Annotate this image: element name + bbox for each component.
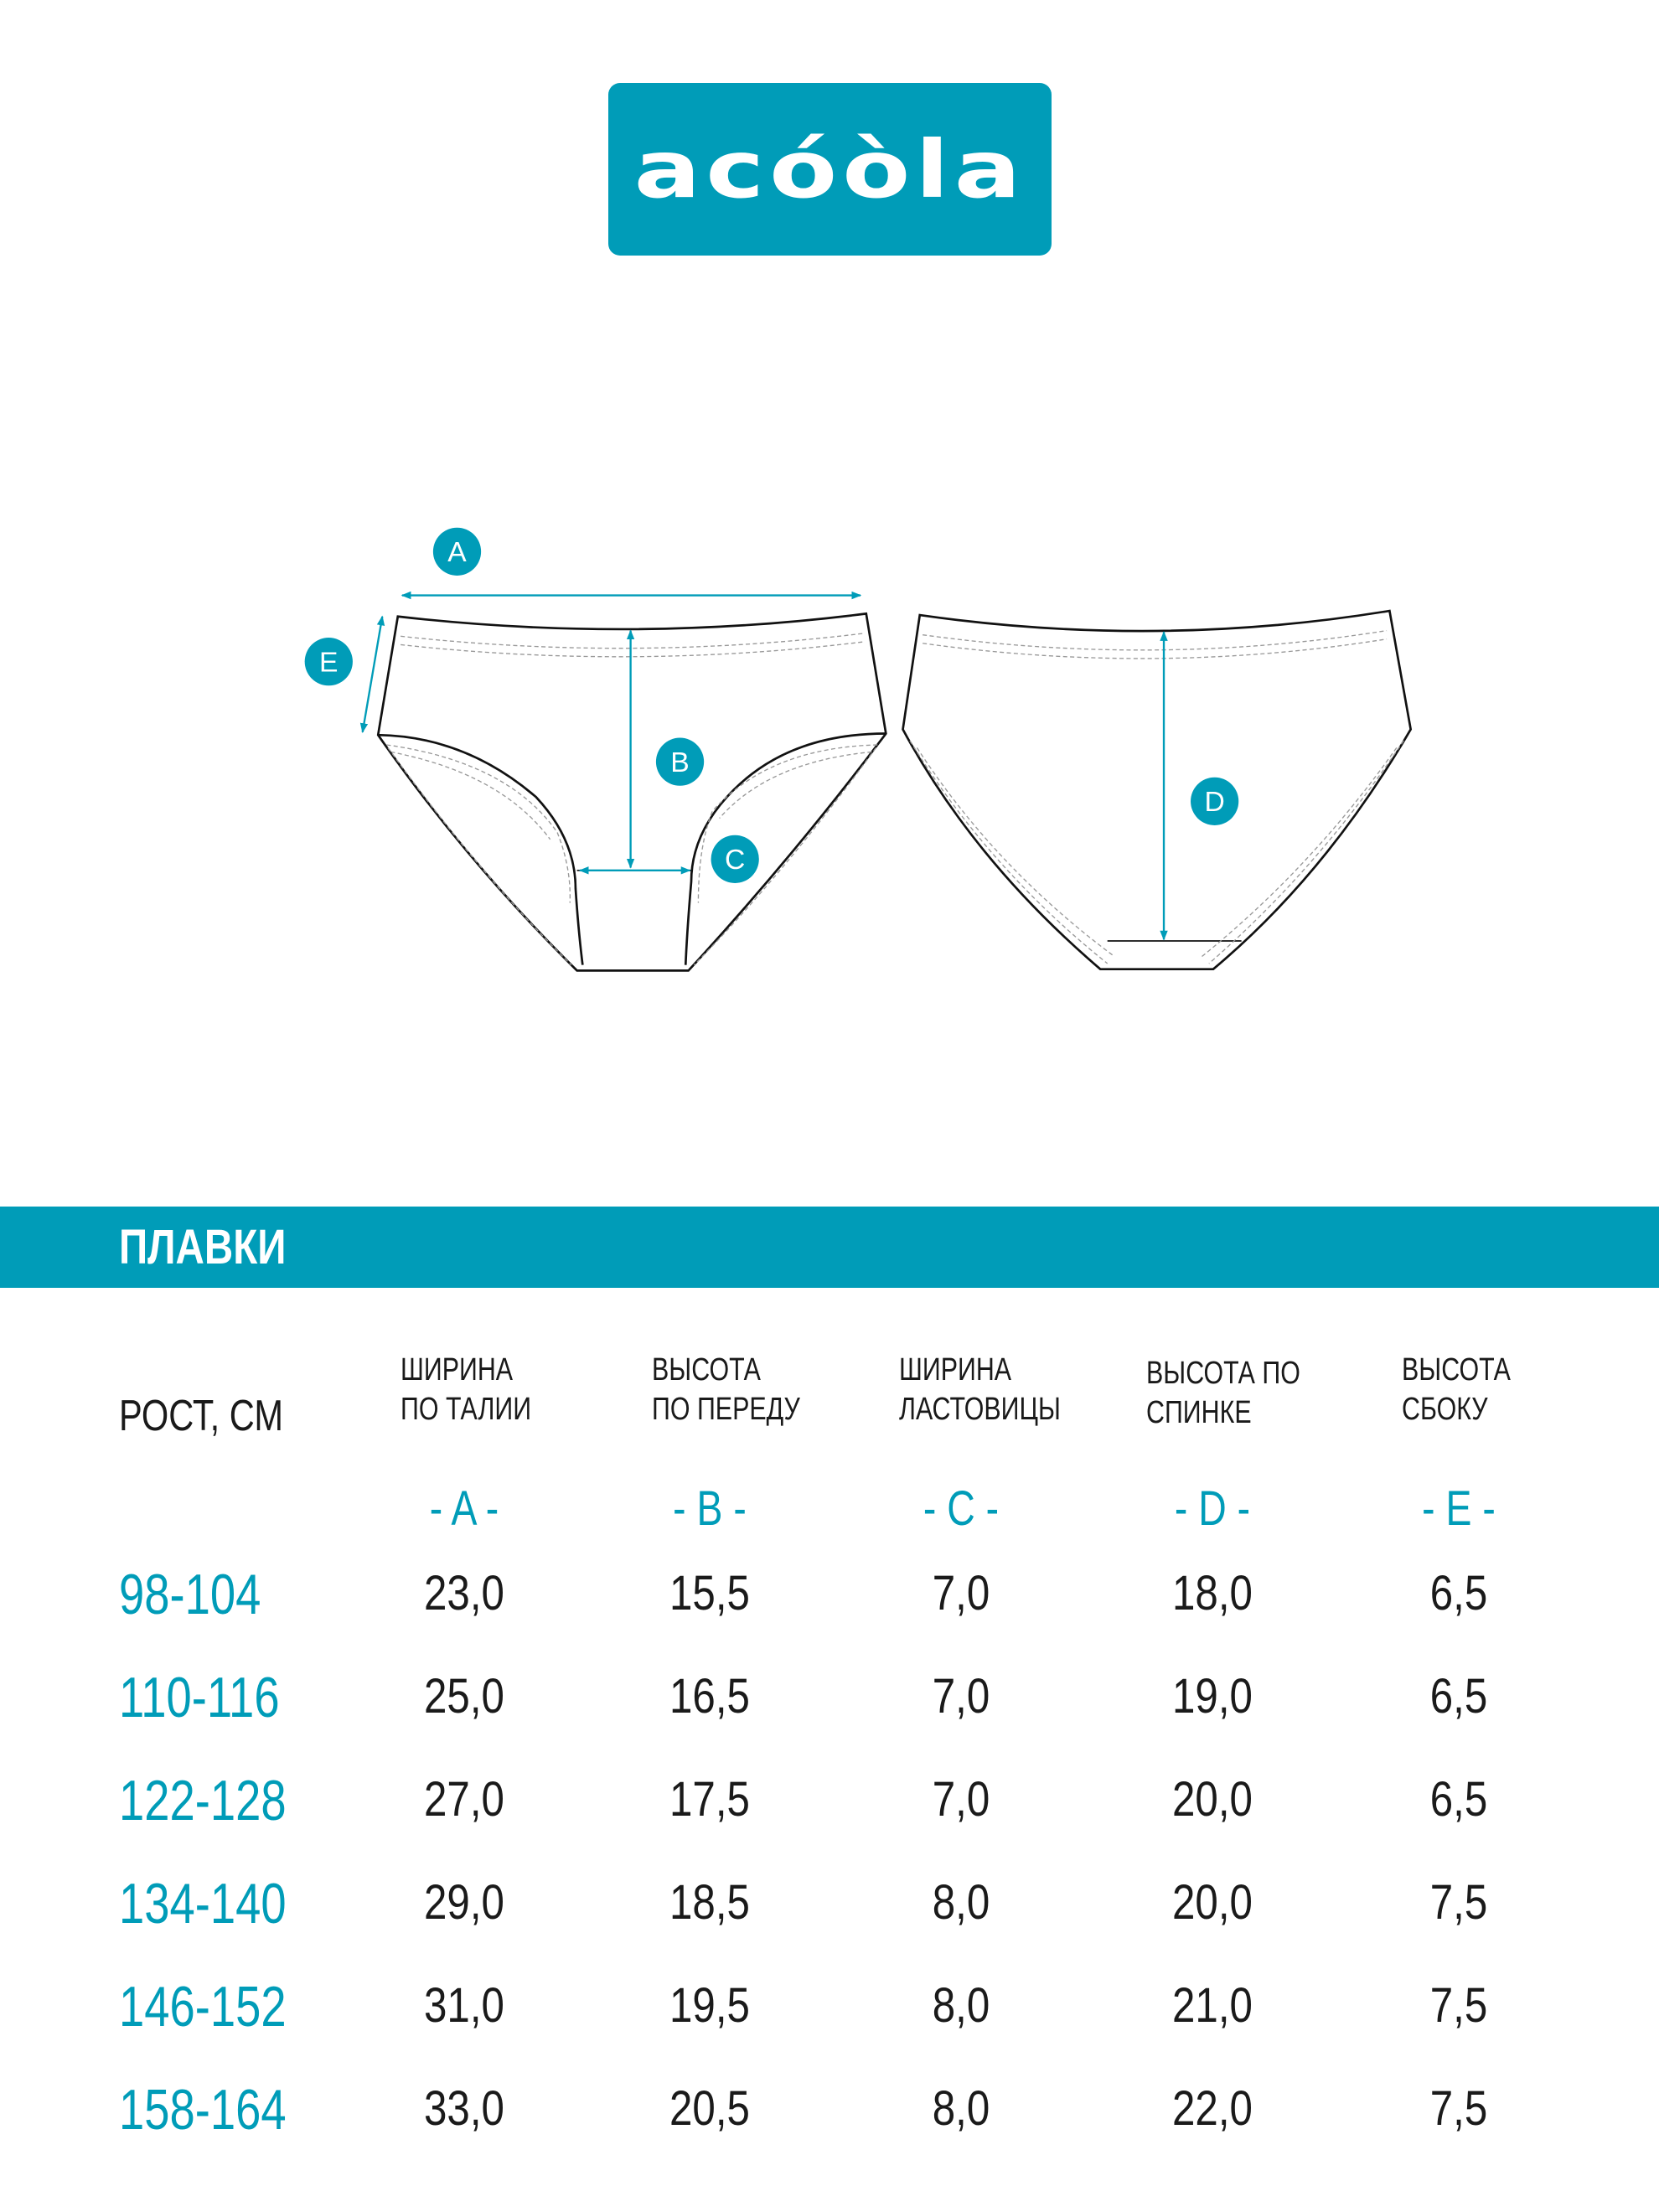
table-cell: 31,0 [424, 1978, 504, 2033]
section-banner [0, 1207, 1659, 1288]
size-label: 122-128 [119, 1769, 287, 1832]
column-header-line1: ВЫСОТА [1402, 1352, 1511, 1388]
dimension-e-arrow [359, 615, 385, 733]
table-cell: 20,5 [669, 2081, 750, 2136]
label-d-marker: D [1191, 777, 1239, 825]
table-cell: 18,0 [1172, 1566, 1253, 1620]
table-cell: 7,0 [932, 1566, 990, 1620]
table-cell: 15,5 [669, 1566, 750, 1620]
column-letter: - A - [429, 1481, 499, 1536]
svg-text:A: A [447, 537, 467, 568]
table-cell: 23,0 [424, 1566, 504, 1620]
table-cell: 19,5 [669, 1978, 750, 2033]
table-cell: 7,5 [1429, 1875, 1488, 1930]
table-cell: 7,5 [1429, 1978, 1488, 2033]
table-cell: 16,5 [669, 1669, 750, 1724]
size-label: 134-140 [119, 1872, 287, 1936]
size-label: 98-104 [119, 1563, 261, 1626]
table-cell: 6,5 [1429, 1772, 1488, 1827]
size-label: 146-152 [119, 1975, 287, 2039]
table-cell: 18,5 [669, 1875, 750, 1930]
table-cell: 27,0 [424, 1772, 504, 1827]
column-header-line2: СПИНКЕ [1146, 1395, 1252, 1430]
table-cell: 8,0 [932, 2081, 990, 2136]
section-title: ПЛАВКИ [119, 1220, 287, 1274]
label-a-marker: A [432, 527, 482, 576]
back-briefs [902, 609, 1413, 971]
table-cell: 25,0 [424, 1669, 504, 1724]
label-c-marker: C [711, 835, 759, 883]
label-b-marker: B [655, 737, 705, 786]
row-header: РОСТ, СМ [119, 1392, 283, 1440]
logo-text: acóòla [633, 122, 1026, 216]
table-cell: 20,0 [1172, 1772, 1253, 1827]
column-letter: - B - [673, 1481, 747, 1536]
table-cell: 8,0 [932, 1875, 990, 1930]
column-header-line2: СБОКУ [1402, 1392, 1488, 1427]
size-label: 158-164 [119, 2078, 287, 2142]
table-cell: 20,0 [1172, 1875, 1253, 1930]
column-letter: - E - [1422, 1481, 1496, 1536]
table-cell: 8,0 [932, 1978, 990, 2033]
table-cell: 33,0 [424, 2081, 504, 2136]
table-cell: 21,0 [1172, 1978, 1253, 2033]
table-cell: 6,5 [1429, 1669, 1488, 1724]
column-header-line2: ПО ПЕРЕДУ [652, 1392, 800, 1427]
column-letter: - D - [1174, 1481, 1251, 1536]
table-cell: 7,0 [932, 1669, 990, 1724]
table-cell: 19,0 [1172, 1669, 1253, 1724]
column-letter: - C - [923, 1481, 1000, 1536]
table-cell: 29,0 [424, 1875, 504, 1930]
column-header-line1: ШИРИНА [899, 1352, 1012, 1388]
svg-text:E: E [319, 647, 338, 678]
table-cell: 7,0 [932, 1772, 990, 1827]
table-cell: 7,5 [1429, 2081, 1488, 2136]
brand-logo: acóòla [608, 83, 1052, 256]
column-header-line1: ВЫСОТА ПО [1146, 1356, 1300, 1391]
column-header-line2: ПО ТАЛИИ [401, 1392, 532, 1427]
table-cell: 6,5 [1429, 1566, 1488, 1620]
column-header-line1: ВЫСОТА [652, 1352, 761, 1388]
column-header-line1: ШИРИНА [401, 1352, 514, 1388]
front-briefs [376, 612, 887, 972]
svg-text:C: C [725, 845, 745, 876]
table-cell: 22,0 [1172, 2081, 1253, 2136]
label-e-marker: E [304, 638, 353, 686]
table-cell: 17,5 [669, 1772, 750, 1827]
size-label: 110-116 [119, 1666, 280, 1729]
svg-text:B: B [670, 747, 689, 778]
svg-text:D: D [1204, 787, 1224, 818]
column-header-line2: ЛАСТОВИЦЫ [899, 1392, 1061, 1427]
